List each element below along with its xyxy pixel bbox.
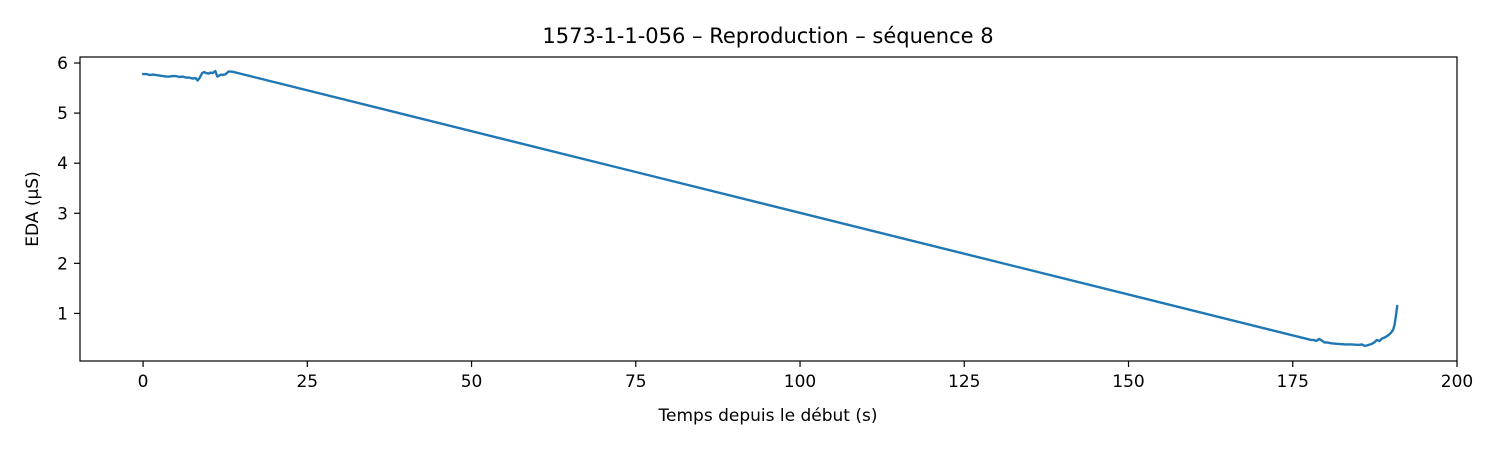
- x-tick-label: 125: [948, 372, 980, 392]
- y-axis: 1 2 3 4 5 6: [57, 54, 80, 324]
- y-tick-label: 6: [57, 54, 68, 74]
- plot-area: 0 25 50 75 100 125 150 175 200 1 2 3 4 5 6: [57, 54, 1473, 392]
- x-tick-label: 75: [625, 372, 647, 392]
- x-tick-label: 100: [784, 372, 816, 392]
- x-tick-label: 50: [461, 372, 483, 392]
- y-axis-label: EDA (µS): [23, 171, 43, 246]
- y-tick-label: 2: [57, 254, 68, 274]
- x-tick-label: 25: [296, 372, 318, 392]
- x-tick-label: 175: [1277, 372, 1309, 392]
- eda-series-line: [141, 69, 1399, 348]
- chart-title: 1573-1-1-056 – Reproduction – séquence 8: [542, 24, 993, 48]
- x-axis: 0 25 50 75 100 125 150 175 200: [138, 361, 1473, 392]
- plot-frame: [79, 56, 1458, 362]
- x-tick-label: 200: [1441, 372, 1473, 392]
- series-layer: [141, 69, 1399, 348]
- y-tick-label: 3: [57, 204, 68, 224]
- x-axis-label: Temps depuis le début (s): [658, 406, 878, 426]
- y-tick-label: 5: [57, 104, 68, 124]
- y-tick-label: 4: [57, 154, 68, 174]
- x-tick-label: 0: [138, 372, 149, 392]
- y-tick-label: 1: [57, 304, 68, 324]
- x-tick-label: 150: [1112, 372, 1144, 392]
